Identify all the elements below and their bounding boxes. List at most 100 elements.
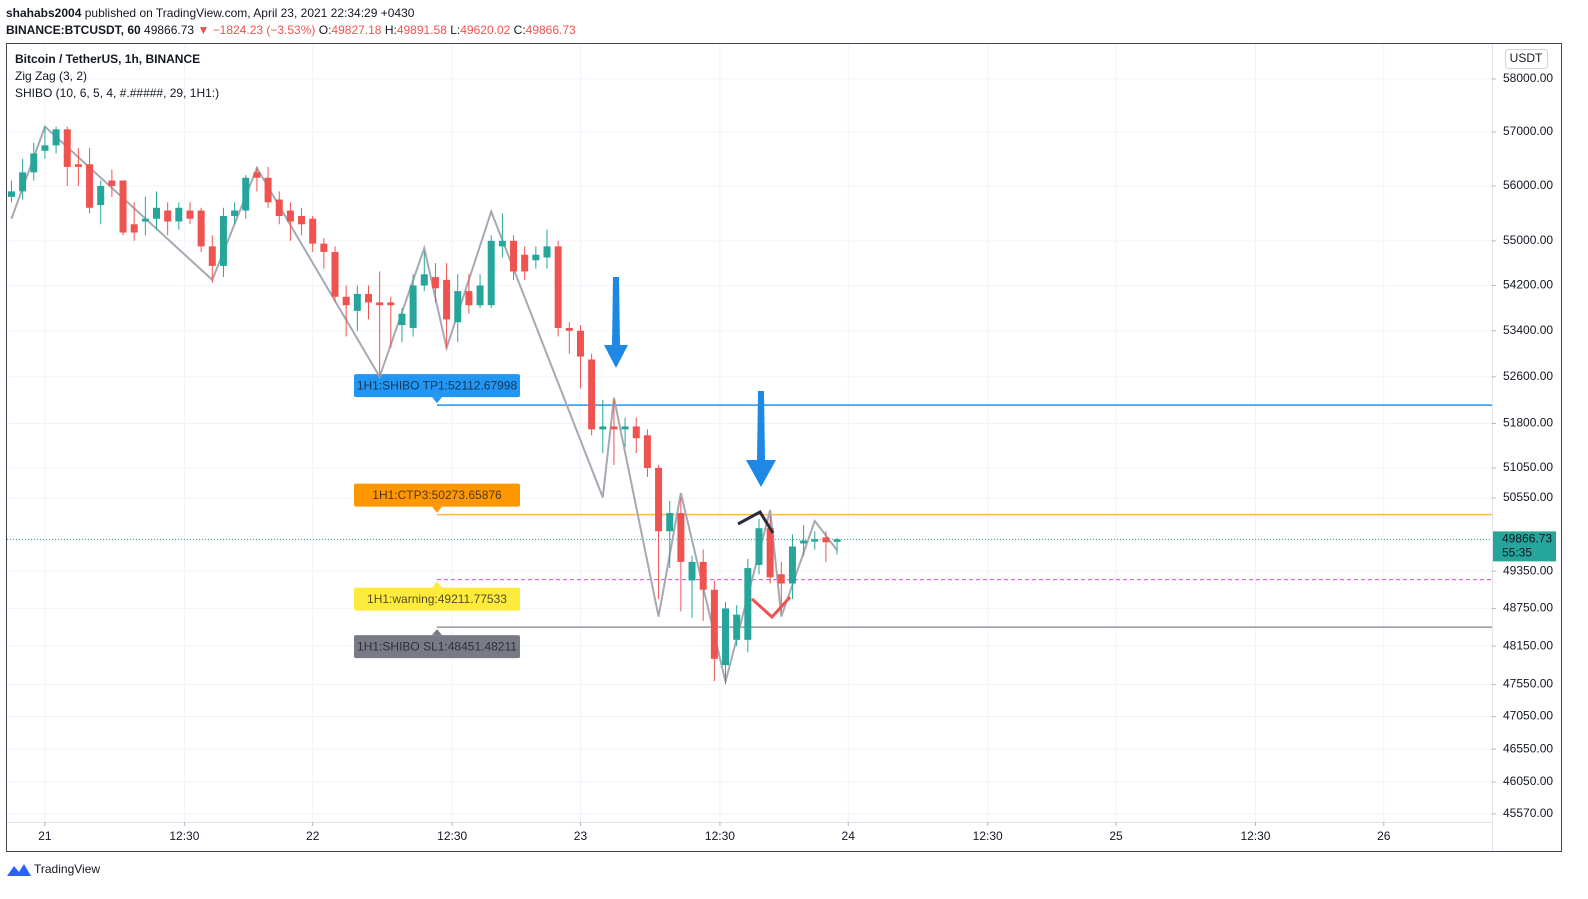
candle-body — [431, 277, 439, 289]
candle-body — [63, 129, 71, 167]
candle-body — [197, 210, 205, 247]
candle-body — [342, 296, 350, 306]
user: shahabs2004 — [6, 6, 82, 20]
level-label-pointer — [432, 506, 442, 513]
change-value: −1824.23 (−3.53%) — [212, 23, 316, 37]
logo-icon — [7, 864, 31, 876]
y-tick-label: 47050.00 — [1503, 709, 1553, 723]
candle-body — [30, 153, 38, 173]
candle-body — [666, 513, 674, 532]
level-label-pointer — [432, 581, 442, 588]
level-label: 1H1:SHIBO TP1:52112.67998 — [357, 378, 518, 392]
candle-body — [588, 359, 596, 430]
logo — [7, 864, 31, 876]
candle-body — [242, 177, 250, 211]
x-tick-label: 12:30 — [973, 829, 1003, 843]
h-label: H: — [384, 23, 397, 37]
y-tick-label: 46550.00 — [1503, 741, 1553, 755]
candle-body — [655, 467, 663, 532]
x-tick-label: 26 — [1377, 829, 1391, 843]
zigzag-line — [10, 124, 838, 683]
candle-body — [576, 330, 584, 357]
y-tick-label: 49350.00 — [1503, 563, 1553, 577]
candle-body — [543, 246, 551, 258]
candle-body — [465, 291, 473, 306]
candle-body — [788, 546, 796, 584]
x-tick-label: 12:30 — [705, 829, 735, 843]
price-tag-box — [1493, 531, 1556, 562]
candle-body — [97, 185, 105, 206]
candle-body — [833, 539, 841, 542]
candle-body — [800, 540, 808, 544]
change: ▼ −1824.23 (−3.53%) — [197, 23, 316, 37]
y-tick-label: 50550.00 — [1503, 490, 1553, 504]
y-tick-label: 47550.00 — [1503, 677, 1553, 691]
x-tick-label: 12:30 — [437, 829, 467, 843]
candle-body — [521, 254, 529, 272]
candle-body — [398, 313, 406, 326]
candle-body — [231, 210, 239, 217]
y-tick-label: 56000.00 — [1503, 178, 1553, 192]
c: 49866.73 — [525, 23, 576, 37]
brand: TradingView — [34, 862, 100, 876]
candle-body — [364, 293, 372, 303]
candle-body — [119, 180, 127, 233]
price-tag: 49866.73 — [1502, 532, 1552, 546]
candle-body — [41, 145, 49, 151]
o: 49827.18 — [331, 23, 382, 37]
y-tick-label: 54200.00 — [1503, 278, 1553, 292]
candle-body — [565, 327, 573, 331]
candle-body — [409, 285, 417, 328]
candle-body — [443, 279, 451, 320]
candle-body — [487, 240, 495, 306]
candle-body — [52, 129, 60, 146]
candle-body — [688, 561, 696, 581]
level-label-box — [354, 587, 520, 611]
candle-body — [710, 589, 718, 659]
y-tick-label: 51050.00 — [1503, 460, 1553, 474]
x-tick-label: 25 — [1109, 829, 1123, 843]
candle-body — [677, 513, 685, 562]
y-tick-label: 58000.00 — [1503, 71, 1553, 85]
zigzag — [10, 124, 838, 683]
level-label: 1H1:CTP3:50273.65876 — [372, 488, 502, 502]
price-tag-timer: 55:35 — [1502, 546, 1532, 560]
x-tick-label: 21 — [38, 829, 52, 843]
candle-body — [777, 574, 785, 584]
candle-body — [153, 207, 161, 219]
frame — [6, 43, 1562, 852]
candle-body — [744, 568, 752, 640]
last: 49866.73 — [144, 23, 195, 37]
candle-body — [298, 216, 306, 225]
candle-body — [286, 210, 294, 222]
y-tick-label: 46050.00 — [1503, 774, 1553, 788]
candles — [7, 126, 841, 685]
candle-body — [219, 216, 227, 266]
candle-body — [108, 180, 116, 186]
header-line: shahabs2004 published on TradingView.com… — [6, 5, 576, 22]
c-label: C: — [513, 23, 526, 37]
header-line: BINANCE:BTCUSDT, 60 49866.73 ▼ −1824.23 … — [6, 22, 576, 39]
currency: USDT — [1510, 51, 1543, 65]
x-tick-label: 23 — [574, 829, 588, 843]
candle-body — [275, 199, 283, 217]
candle-body — [331, 251, 339, 297]
x-tick-label: 12:30 — [169, 829, 199, 843]
candle-body — [7, 191, 15, 197]
candle-body — [722, 608, 730, 666]
indicator-legend: SHIBO (10, 6, 5, 4, #.#####, 29, 1H1:) — [15, 86, 219, 100]
level-label: 1H1:warning:49211.77533 — [367, 592, 507, 606]
currency-button[interactable] — [1505, 49, 1548, 69]
h: 49891.58 — [396, 23, 447, 37]
y-tick-label: 48750.00 — [1503, 601, 1553, 615]
candle-body — [454, 291, 462, 323]
candle-body — [130, 224, 138, 233]
y-tick-label: 57000.00 — [1503, 124, 1553, 138]
level-label-box — [354, 374, 520, 398]
y-tick-label: 51800.00 — [1503, 416, 1553, 430]
candle-body — [532, 254, 540, 261]
candle-body — [253, 172, 261, 178]
y-tick-label: 48150.00 — [1503, 638, 1553, 652]
y-tick-label: 52600.00 — [1503, 369, 1553, 383]
